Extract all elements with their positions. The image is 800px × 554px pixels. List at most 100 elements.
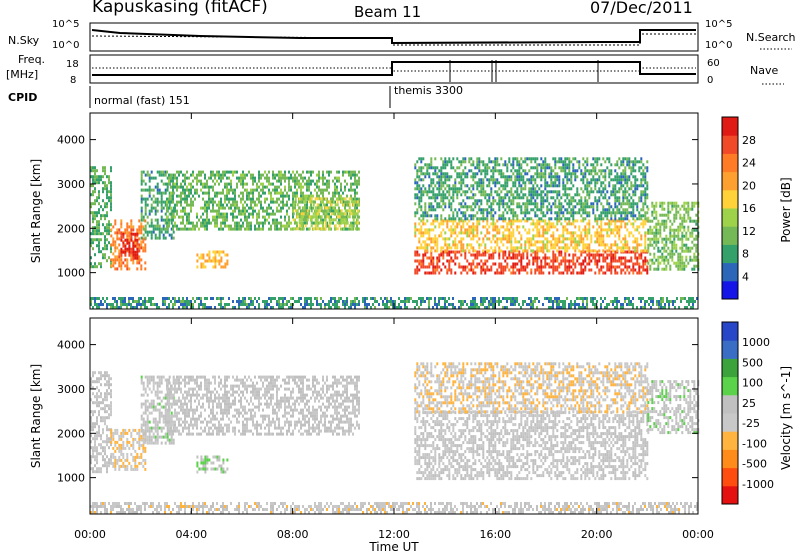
cpid-mode-1: normal (fast) 151	[94, 94, 190, 107]
velocity-region-4	[166, 375, 360, 436]
velocity-colorbar-tick-7: -1000	[742, 478, 774, 491]
velocity-colorbar: 1000 500 100 25 -25 -100 -500 -1000	[721, 321, 774, 505]
velocity-ylabel: Slant Range [km]	[29, 364, 43, 468]
velocity-region-6	[414, 362, 649, 414]
nave-tick-top: 60	[707, 58, 720, 69]
time-axis: 00:00 04:00 08:00 12:00 16:00 20:00 00:00	[74, 113, 714, 541]
power-region-7	[414, 250, 649, 275]
power-colorbar-swatch	[722, 117, 738, 136]
power-colorbar-swatch	[722, 153, 738, 173]
velocity-panel: 1000 2000 3000 4000 Slant Range [km] 1000 50…	[29, 317, 793, 515]
power-panel: 1000 2000 3000 4000 Slant Range [km] 28 24 20…	[29, 112, 793, 310]
velocity-colorbar-swatch	[722, 485, 738, 505]
velocity-colorbar-tick-3: 25	[742, 397, 756, 410]
velocity-region-0	[90, 371, 112, 474]
velocity-ytick-3: 4000	[57, 339, 85, 352]
velocity-ytick-1: 2000	[57, 427, 85, 440]
power-colorbar-tick-4: 12	[742, 225, 756, 238]
velocity-colorbar-swatch	[722, 376, 738, 396]
power-colorbar-swatch	[722, 208, 738, 227]
velocity-colorbar-label: Velocity [m s^-1]	[779, 366, 793, 470]
nsky-trace	[91, 29, 696, 45]
power-region-9	[414, 157, 649, 221]
velocity-colorbar-tick-1: 500	[742, 356, 763, 369]
nsearch-tick-bottom: 10^0	[705, 40, 732, 51]
velocity-ytick-0: 1000	[57, 472, 85, 485]
velocity-region-5	[414, 411, 649, 481]
velocity-colorbar-tick-0: 1000	[742, 336, 770, 349]
velocity-colorbar-tick-5: -100	[742, 437, 767, 450]
time-axis-label: Time UT	[368, 540, 419, 554]
power-ylabel: Slant Range [km]	[29, 159, 43, 263]
date-title: 07/Dec/2011	[590, 0, 693, 17]
velocity-colorbar-swatch	[722, 358, 738, 378]
power-colorbar-swatch	[722, 226, 738, 245]
time-tick-6: 00:00	[682, 528, 714, 541]
nsky-tick-top: 10^5	[52, 19, 79, 30]
velocity-colorbar-swatch	[722, 467, 738, 487]
nave-label: Nave	[750, 64, 778, 77]
power-colorbar-swatch	[722, 262, 738, 282]
velocity-heatmap	[90, 362, 700, 514]
cpid-label: CPID	[8, 91, 37, 104]
power-heatmap	[90, 157, 700, 309]
nsky-panel: N.Sky 10^5 10^0 10^5 10^0 N.Search	[8, 19, 796, 52]
velocity-region-7	[647, 380, 700, 435]
nsearch-tick-top: 10^5	[705, 19, 732, 30]
station-title: Kapuskasing (fitACF)	[92, 0, 268, 17]
power-colorbar-swatch	[722, 280, 738, 300]
power-region-0	[90, 166, 112, 269]
power-region-2	[120, 232, 139, 260]
power-colorbar-tick-2: 20	[742, 179, 756, 192]
cpid-panel: CPID normal (fast) 151 themis 3300	[8, 84, 463, 108]
freq-panel: Freq. [MHz] 18 8 60 0 Nave	[6, 53, 784, 86]
velocity-region-1	[110, 428, 147, 471]
power-colorbar-swatch	[722, 135, 738, 154]
power-region-4	[196, 250, 229, 269]
time-tick-5: 20:00	[581, 528, 613, 541]
nsky-tick-bottom: 10^0	[52, 40, 79, 51]
velocity-colorbar-swatch	[722, 340, 738, 359]
freq-tick-top: 18	[66, 59, 79, 70]
nave-trace	[92, 67, 696, 72]
beam-title: Beam 11	[354, 3, 421, 21]
power-region-6	[292, 197, 359, 231]
freq-unit-label: [MHz]	[6, 68, 38, 81]
power-colorbar-swatch	[722, 171, 738, 191]
power-colorbar-tick-6: 4	[742, 270, 749, 283]
power-colorbar-label: Power [dB]	[779, 177, 793, 242]
power-ytick-2: 3000	[57, 178, 85, 191]
power-region-1	[110, 219, 147, 271]
power-colorbar: 28 24 20 16 12 8 4	[721, 116, 756, 300]
power-region-8	[414, 219, 649, 253]
nsky-label: N.Sky	[8, 34, 40, 47]
power-ytick-3: 4000	[57, 134, 85, 147]
velocity-colorbar-tick-6: -500	[742, 458, 767, 471]
time-tick-0: 00:00	[74, 528, 106, 541]
power-colorbar-tick-5: 8	[742, 248, 749, 261]
nave-tick-bottom: 0	[707, 75, 713, 86]
nsearch-label: N.Search	[746, 31, 796, 44]
velocity-colorbar-tick-2: 100	[742, 377, 763, 390]
power-colorbar-tick-1: 24	[742, 157, 756, 170]
velocity-colorbar-swatch	[722, 322, 738, 341]
freq-tick-bottom: 8	[70, 75, 76, 86]
power-colorbar-tick-3: 16	[742, 202, 756, 215]
freq-label: Freq.	[18, 53, 45, 66]
time-tick-3: 12:00	[378, 528, 410, 541]
velocity-colorbar-tick-4: -25	[742, 417, 760, 430]
power-colorbar-tick-0: 28	[742, 134, 756, 147]
power-colorbar-swatch	[722, 244, 738, 264]
velocity-colorbar-swatch	[722, 431, 738, 450]
power-ytick-1: 2000	[57, 222, 85, 235]
power-region-11	[90, 297, 698, 309]
velocity-ytick-2: 3000	[57, 383, 85, 396]
velocity-region-2	[140, 375, 175, 445]
power-y-axis: 1000 2000 3000 4000	[57, 134, 698, 280]
time-tick-2: 08:00	[277, 528, 309, 541]
freq-trace	[92, 61, 696, 76]
velocity-colorbar-swatch	[722, 394, 738, 414]
power-ytick-0: 1000	[57, 267, 85, 280]
velocity-colorbar-swatch	[722, 449, 738, 469]
